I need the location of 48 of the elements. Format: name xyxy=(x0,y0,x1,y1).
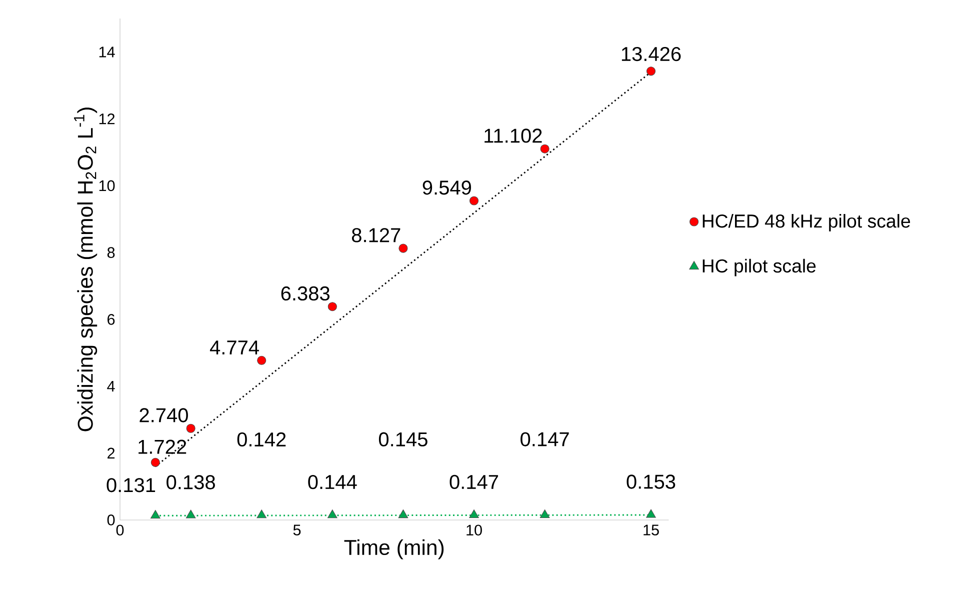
y-tick-label: 0 xyxy=(107,514,115,526)
y-tick-label: 6 xyxy=(108,314,115,325)
point xyxy=(469,196,479,206)
data-label: 0.145 xyxy=(378,432,428,446)
y-axis-title: Oxidizing species (mmol H$_{2}$O$_{2}$ L$^{-1}$) xyxy=(74,108,98,432)
x-tick-label: 5 xyxy=(293,524,301,536)
data-label: 6.383 xyxy=(281,286,330,301)
point xyxy=(540,509,550,518)
y-tick-label: 2 xyxy=(108,448,115,458)
data-label: 4.774 xyxy=(210,340,259,354)
point xyxy=(646,509,656,518)
data-label: 0.138 xyxy=(166,475,215,490)
data-label: 0.153 xyxy=(626,474,676,489)
point xyxy=(256,510,266,518)
data-label: 0.147 xyxy=(450,474,498,490)
point xyxy=(328,302,337,312)
legend-label: HC pilot scale xyxy=(702,258,816,276)
point xyxy=(186,424,196,433)
x-tick-label: 0 xyxy=(116,524,124,536)
data-label: 2.740 xyxy=(140,408,188,422)
point xyxy=(540,144,550,154)
data-label: 0.147 xyxy=(520,432,569,446)
point xyxy=(398,510,408,518)
y-tick-label: 10 xyxy=(99,180,115,192)
point xyxy=(398,244,408,253)
x-axis-title: Time (min) xyxy=(344,539,444,560)
data-label: 0.131 xyxy=(106,478,156,492)
x-tick-label: 10 xyxy=(466,524,482,536)
point xyxy=(150,510,160,519)
data-label: 11.102 xyxy=(484,128,542,143)
point xyxy=(469,509,479,518)
legend-label: HC/ED 48 kHz pilot scale xyxy=(702,214,910,232)
data-label: 1.722 xyxy=(138,440,186,454)
point xyxy=(328,510,338,518)
point xyxy=(257,356,266,365)
data-label: 13.426 xyxy=(622,46,681,62)
data-label: 9.549 xyxy=(422,180,471,195)
x-tick-label: 15 xyxy=(644,524,659,536)
data-label: 8.127 xyxy=(352,228,400,242)
y-tick-label: 12 xyxy=(99,113,115,124)
point xyxy=(186,510,196,518)
point xyxy=(150,458,160,467)
data-label: 0.144 xyxy=(308,474,357,490)
data-label: 0.142 xyxy=(237,432,286,447)
y-tick-label: 8 xyxy=(107,247,115,258)
point xyxy=(646,66,656,76)
y-tick-label: 4 xyxy=(107,381,115,392)
y-tick-label: 14 xyxy=(99,46,115,58)
